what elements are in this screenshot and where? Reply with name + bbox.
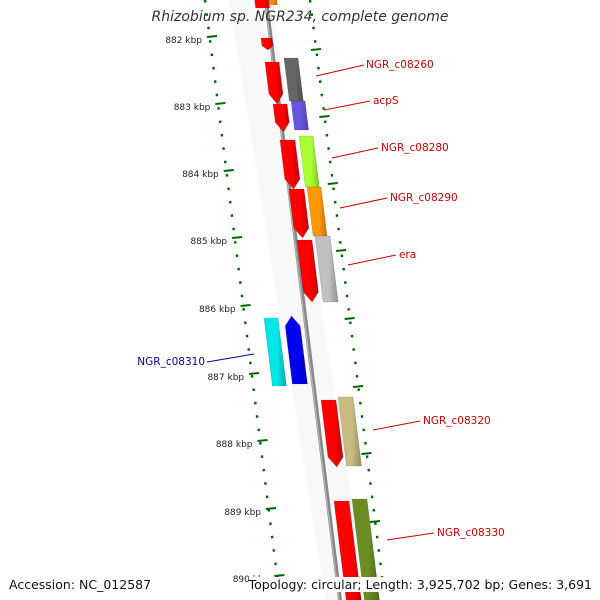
kbp-tick-mark bbox=[265, 507, 277, 510]
kbp-tick-mark bbox=[223, 169, 234, 172]
kbp-tick-label: 882 kbp bbox=[165, 36, 202, 46]
gene-leader-line bbox=[206, 353, 255, 363]
gene-arrow-annotated-shade bbox=[307, 187, 328, 236]
gene-leader-line bbox=[323, 100, 371, 111]
gene-arrow-annotated-shade bbox=[264, 318, 287, 386]
kbp-tick-mark-right bbox=[336, 249, 347, 252]
kbp-tick-mark bbox=[232, 236, 243, 239]
gene-leader-line bbox=[347, 254, 397, 266]
kbp-tick-label: 889 kbp bbox=[224, 508, 261, 518]
kbp-tick-mark bbox=[206, 35, 218, 38]
gene-leader-line bbox=[331, 147, 379, 159]
accession-text: Accession: NC_012587 bbox=[9, 577, 152, 592]
gene-label[interactable]: acpS bbox=[373, 95, 399, 107]
gene-label[interactable]: NGR_c08310 bbox=[137, 356, 205, 368]
kbp-tick-label: 886 kbp bbox=[199, 305, 236, 315]
gene-arrow-annotated-shade bbox=[285, 316, 308, 384]
gene-label[interactable]: NGR_c08290 bbox=[390, 192, 458, 204]
gene-label[interactable]: era bbox=[399, 249, 416, 261]
gene-arrow-annotated-shade bbox=[315, 236, 339, 302]
kbp-tick-mark-right bbox=[344, 317, 355, 320]
gene-arrow-forward-shade bbox=[321, 400, 344, 467]
kbp-tick-label: 884 kbp bbox=[182, 170, 219, 180]
gene-arrow-forward-shade bbox=[254, 0, 270, 8]
kbp-tick-mark bbox=[257, 439, 268, 442]
kbp-tick-mark-right bbox=[369, 520, 381, 523]
topology-text: Topology: circular; Length: 3,925,702 bp… bbox=[248, 577, 592, 592]
kbp-tick-mark-right bbox=[327, 182, 338, 185]
kbp-tick-mark-right bbox=[319, 115, 330, 118]
kbp-tick-label: 885 kbp bbox=[190, 237, 227, 247]
gene-label[interactable]: NGR_c08320 bbox=[423, 415, 491, 427]
kbp-tick-label: 883 kbp bbox=[174, 103, 211, 113]
gene-arrow-forward-shade bbox=[289, 189, 309, 238]
gene-features bbox=[254, 0, 380, 600]
map-title: Rhizobium sp. NGR234, complete genome bbox=[151, 9, 449, 25]
gene-arrow-forward-shade bbox=[265, 62, 283, 104]
gene-arrow-annotated-shade bbox=[268, 0, 278, 5]
gene-leader-line bbox=[372, 420, 421, 431]
gene-arrow-annotated-shade bbox=[291, 101, 309, 130]
gene-leader-line bbox=[339, 197, 388, 209]
gene-arrow-forward-shade bbox=[334, 501, 362, 600]
kbp-tick-mark bbox=[240, 304, 251, 307]
kbp-tick-mark-right bbox=[353, 385, 364, 388]
kbp-tick-label: 887 kbp bbox=[207, 373, 244, 383]
gene-leader-line bbox=[315, 64, 365, 77]
gene-label[interactable]: NGR_c08260 bbox=[366, 59, 434, 71]
gene-arrow-forward-shade bbox=[261, 38, 273, 50]
kbp-tick-mark-right bbox=[361, 452, 372, 455]
gene-arrow-annotated-shade bbox=[338, 397, 362, 466]
kbp-tick-label: 888 kbp bbox=[216, 440, 253, 450]
gene-label[interactable]: NGR_c08330 bbox=[437, 527, 505, 539]
kbp-tick-mark bbox=[249, 372, 260, 375]
gene-arrow-forward-shade bbox=[273, 104, 290, 132]
gene-arrow-forward-shade bbox=[297, 240, 319, 302]
gene-arrow-annotated-shade bbox=[352, 499, 380, 600]
kbp-tick-mark bbox=[215, 102, 226, 105]
kbp-tick-mark bbox=[274, 574, 285, 577]
gene-arrow-forward-shade bbox=[280, 140, 300, 189]
gene-label[interactable]: NGR_c08280 bbox=[381, 142, 449, 154]
gene-arrow-annotated-shade bbox=[284, 58, 304, 101]
gene-leader-line bbox=[386, 532, 435, 541]
kbp-tick-mark-right bbox=[310, 48, 322, 51]
gene-arrow-annotated-shade bbox=[299, 136, 320, 187]
